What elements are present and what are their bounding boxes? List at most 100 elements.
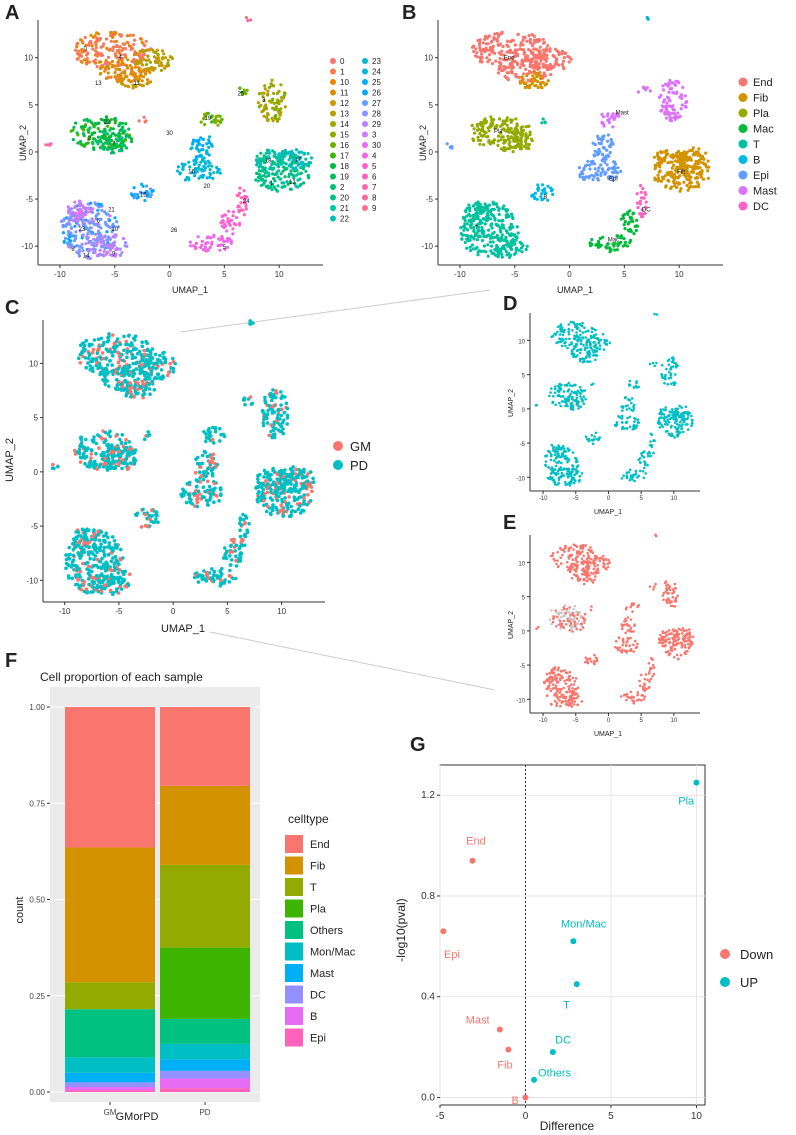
umap-point: [114, 67, 118, 71]
umap-point: [136, 78, 140, 82]
y-tick-label: -5: [426, 195, 434, 204]
umap-point: [478, 46, 482, 50]
umap-point: [102, 254, 106, 258]
umap-point: [95, 65, 99, 69]
umap-point: [87, 540, 92, 544]
umap-point: [213, 429, 218, 434]
umap-point: [668, 87, 672, 91]
umap-point: [563, 341, 566, 345]
umap-point: [52, 466, 56, 471]
umap-point: [116, 225, 120, 229]
umap-point: [472, 204, 476, 208]
umap-point: [101, 578, 106, 582]
y-tick-label: -5: [31, 522, 39, 531]
umap-point: [513, 134, 517, 138]
umap-point: [541, 62, 545, 66]
umap-point: [238, 534, 243, 539]
umap-point: [127, 127, 131, 131]
umap-point: [244, 514, 248, 518]
umap-point: [490, 244, 494, 248]
umap-point: [287, 172, 291, 176]
legend-swatch: [362, 152, 368, 159]
umap-point: [530, 44, 535, 48]
umap-point: [118, 437, 122, 442]
umap-point: [99, 226, 103, 230]
umap-point: [493, 32, 497, 36]
umap-point: [560, 330, 563, 333]
umap-point: [643, 191, 647, 195]
legend-swatch: [738, 170, 748, 180]
umap-point: [685, 167, 689, 171]
umap-point: [486, 60, 490, 64]
umap-point: [208, 492, 212, 496]
umap-point: [76, 540, 81, 545]
umap-point: [484, 235, 488, 239]
umap-point: [74, 582, 78, 587]
umap-point: [141, 382, 146, 387]
umap-point: [259, 91, 263, 96]
umap-point: [88, 459, 93, 463]
umap-point: [700, 170, 704, 174]
umap-point: [228, 568, 232, 573]
umap-point: [448, 145, 452, 149]
umap-point: [203, 166, 208, 170]
umap-point: [242, 398, 247, 402]
umap-point: [694, 159, 698, 164]
umap-point: [211, 425, 215, 430]
umap-point: [696, 176, 700, 180]
umap-point: [108, 47, 112, 51]
umap-point: [478, 221, 482, 225]
umap-a-xlabel: UMAP_1: [172, 285, 208, 295]
umap-point: [95, 361, 99, 365]
umap-point: [269, 100, 273, 104]
umap-point: [87, 465, 92, 469]
umap-point: [146, 430, 150, 434]
umap-point: [161, 355, 166, 359]
umap-point: [90, 448, 94, 453]
umap-point: [684, 158, 688, 162]
cluster-label: T: [475, 225, 479, 231]
umap-point: [500, 238, 504, 242]
umap-point: [594, 328, 597, 332]
umap-point: [99, 589, 104, 593]
umap-point: [270, 78, 274, 82]
umap-point: [120, 368, 125, 373]
umap-point: [510, 223, 514, 227]
cluster-label: 20: [203, 184, 210, 190]
umap-point: [132, 186, 136, 190]
umap-point: [488, 45, 493, 50]
umap-point: [663, 111, 667, 115]
umap-point: [505, 118, 509, 123]
umap-point: [613, 166, 617, 170]
umap-point: [297, 150, 301, 154]
umap-point: [241, 208, 245, 212]
legend-swatch: [362, 184, 368, 190]
umap-point: [489, 212, 494, 216]
umap-point: [99, 217, 103, 221]
umap-point: [64, 566, 68, 571]
umap-point: [248, 319, 252, 323]
umap-point: [607, 120, 612, 124]
umap-point: [500, 49, 504, 53]
umap-point: [89, 569, 94, 574]
umap-point: [104, 37, 109, 41]
umap-point: [478, 218, 482, 223]
umap-point: [228, 554, 232, 558]
umap-point: [604, 171, 608, 175]
umap-point: [196, 235, 200, 239]
umap-point: [197, 163, 201, 167]
umap-point: [513, 51, 517, 55]
umap-point: [95, 54, 99, 58]
umap-point: [592, 174, 596, 178]
umap-point: [665, 149, 669, 153]
umap-point: [271, 106, 275, 110]
umap-point: [200, 461, 205, 466]
umap-point: [549, 73, 553, 77]
umap-point: [653, 167, 657, 171]
umap-point: [498, 228, 502, 232]
umap-point: [273, 179, 277, 183]
umap-point: [291, 477, 295, 481]
umap-point: [614, 175, 618, 179]
umap-point: [579, 333, 582, 337]
umap-point: [519, 126, 523, 130]
